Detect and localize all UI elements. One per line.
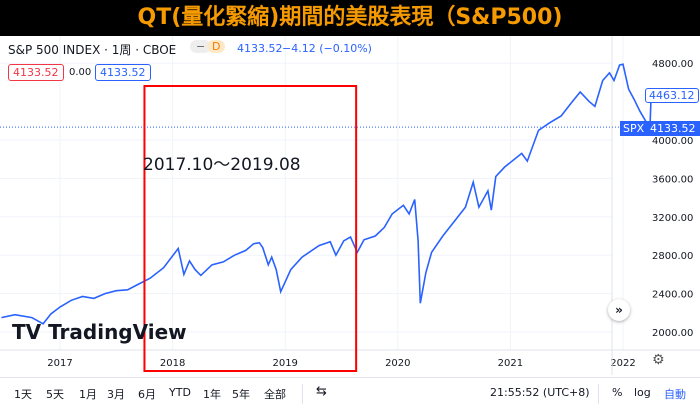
y-tick-label: 2000.00 xyxy=(652,328,693,339)
log-toggle[interactable]: log xyxy=(634,386,651,399)
sell-price[interactable]: 4133.52 xyxy=(8,64,64,81)
buy-price[interactable]: 4133.52 xyxy=(95,64,151,81)
range-5y[interactable]: 5年 xyxy=(232,388,250,401)
range-ytd[interactable]: YTD xyxy=(169,386,191,399)
range-1y[interactable]: 1年 xyxy=(203,388,221,401)
scroll-to-realtime-icon[interactable]: » xyxy=(608,299,630,321)
x-tick-label: 2019 xyxy=(272,358,297,369)
settings-gear-icon[interactable]: ⚙ xyxy=(652,352,665,368)
prev-close-label: 4463.12 xyxy=(645,88,699,103)
range-6m[interactable]: 6月 xyxy=(138,388,156,401)
y-tick-label: 2800.00 xyxy=(652,251,693,262)
bottom-toolbar: 1天 5天 1月 3月 6月 YTD 1年 5年 全部 ⇆ 21:55:52 (… xyxy=(0,377,700,409)
spread: 0.00 xyxy=(69,67,92,78)
range-5d[interactable]: 5天 xyxy=(46,388,64,401)
x-tick-label: 2021 xyxy=(498,358,523,369)
y-tick-label: 4000.00 xyxy=(652,136,693,147)
banner-title: QT(量化緊縮)期間的美股表現（S&P500) xyxy=(0,0,700,36)
x-tick-label: 2020 xyxy=(385,358,410,369)
last-price: 4133.52 xyxy=(237,42,283,55)
chart-panel[interactable]: 2000.00 2400.00 2800.00 3200.00 3600.00 4000.… xyxy=(0,36,700,375)
symbol-tag: SPX xyxy=(620,121,648,136)
range-3m[interactable]: 3月 xyxy=(107,388,125,401)
tradingview-logo-icon: 𝗧𝗩 xyxy=(12,320,42,344)
delayed-badge[interactable]: D xyxy=(207,40,226,53)
minus-badge[interactable]: − xyxy=(190,40,212,53)
range-1m[interactable]: 1月 xyxy=(79,388,97,401)
x-tick-label: 2018 xyxy=(160,358,185,369)
price-change: −4.12 (−0.10%) xyxy=(282,42,372,55)
tradingview-logo: 𝗧𝗩 TradingView xyxy=(12,320,187,344)
auto-toggle[interactable]: 自動 xyxy=(664,388,686,401)
qt-period-label: 2017.10～2019.08 xyxy=(143,155,301,175)
y-tick-label: 4800.00 xyxy=(652,59,693,70)
x-tick-label: 2022 xyxy=(610,358,635,369)
spx-price-line xyxy=(1,63,652,325)
y-tick-label: 3600.00 xyxy=(652,174,693,185)
price-chart[interactable]: 2000.00 2400.00 2800.00 3200.00 3600.00 4000.… xyxy=(0,36,700,375)
range-all[interactable]: 全部 xyxy=(264,388,286,401)
goto-date-icon[interactable]: ⇆ xyxy=(316,384,327,399)
y-tick-label: 2400.00 xyxy=(652,290,693,301)
clock-time: 21:55:52 (UTC+8) xyxy=(490,386,590,399)
percent-toggle[interactable]: % xyxy=(612,386,623,399)
y-tick-label: 3200.00 xyxy=(652,213,693,224)
symbol-title[interactable]: S&P 500 INDEX · 1周 · CBOE xyxy=(8,43,177,57)
range-1d[interactable]: 1天 xyxy=(14,388,32,401)
x-tick-label: 2017 xyxy=(47,358,72,369)
qt-period-box xyxy=(143,85,358,372)
last-price-tag: 4133.52 xyxy=(646,121,700,136)
